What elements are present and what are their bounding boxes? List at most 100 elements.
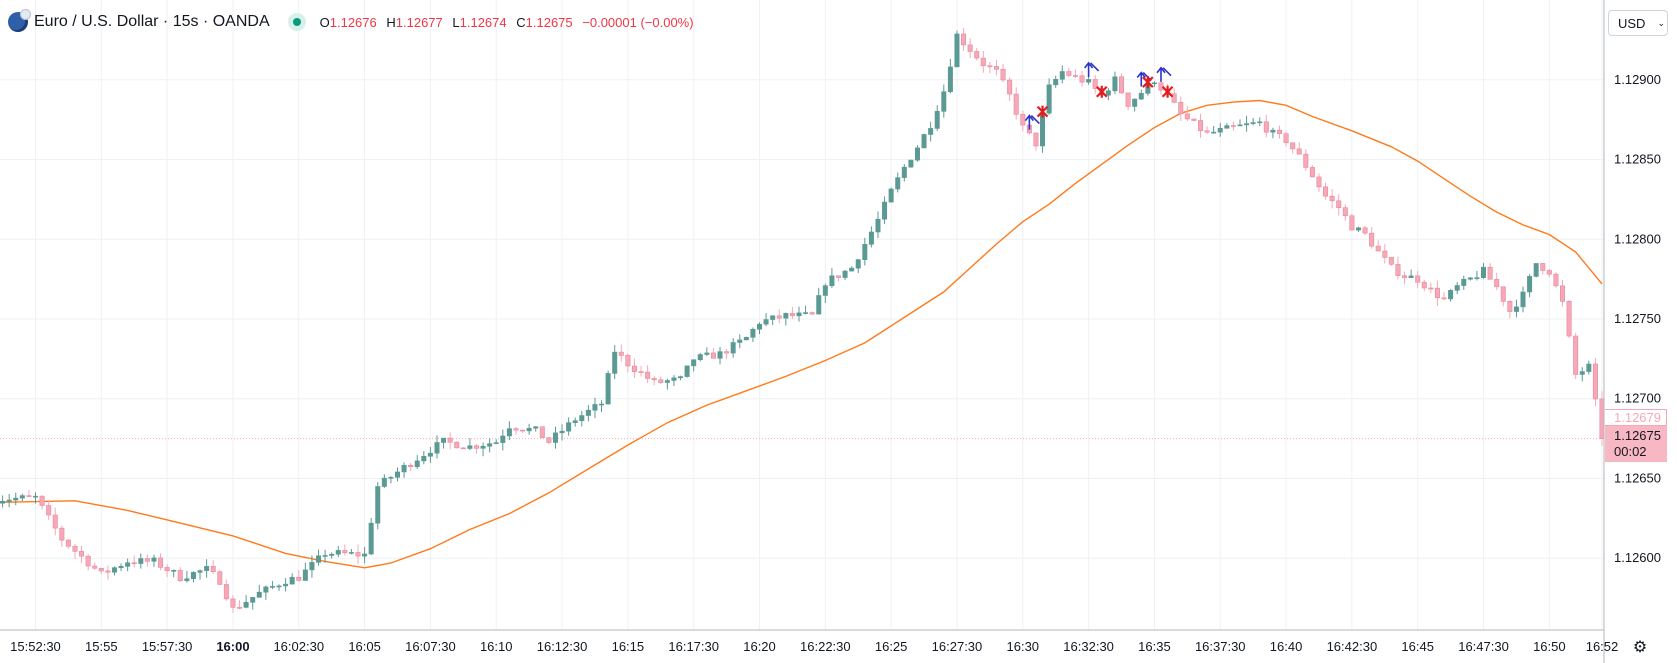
up-arrow-stroke <box>1156 66 1166 82</box>
candle-body <box>947 66 953 93</box>
candle-body <box>566 422 572 432</box>
candle-body <box>526 427 532 432</box>
bar-countdown: 00:02 <box>1614 444 1647 459</box>
candle-body <box>1178 102 1184 115</box>
gear-icon[interactable]: ⚙ <box>1632 639 1648 656</box>
candle-body <box>691 359 697 367</box>
candle-body <box>355 552 361 557</box>
candle-body <box>888 188 894 203</box>
candle <box>79 545 85 564</box>
candle-body <box>237 607 243 609</box>
candle <box>414 455 420 470</box>
candle-body <box>480 445 486 449</box>
candle-body <box>901 166 907 178</box>
candle-body <box>111 567 117 573</box>
candle <box>1579 367 1585 382</box>
candle <box>882 196 888 225</box>
candle-body <box>85 555 91 567</box>
candle <box>1586 360 1592 375</box>
candle <box>1316 173 1322 192</box>
candle-body <box>1553 273 1559 287</box>
candle-body <box>59 527 65 541</box>
candle-body <box>210 566 216 573</box>
candle <box>684 365 690 378</box>
candle <box>375 482 381 530</box>
candle-body <box>783 313 789 319</box>
candle-body <box>335 550 341 555</box>
x-tick-label: 16:20 <box>743 639 776 654</box>
candle-body <box>1369 232 1375 247</box>
candle-body <box>250 597 256 603</box>
candle-body <box>125 562 131 567</box>
candle <box>987 61 993 74</box>
cross-stroke <box>1161 85 1174 98</box>
candle-body <box>1362 227 1368 234</box>
candle <box>1244 115 1250 132</box>
candle <box>1546 268 1552 278</box>
candle-body <box>190 572 196 580</box>
candle <box>1092 74 1098 94</box>
candle <box>52 507 58 536</box>
candle <box>842 269 848 281</box>
candle <box>928 121 934 142</box>
candle <box>217 569 223 586</box>
candle <box>875 211 881 239</box>
candle <box>717 346 723 365</box>
candle-body <box>724 351 730 354</box>
candle <box>296 569 302 582</box>
candle-body <box>1402 275 1408 279</box>
candle <box>59 525 65 547</box>
candle-body <box>1224 125 1230 129</box>
candle <box>1046 78 1052 115</box>
currency-selector[interactable]: USD ⌄ <box>1608 10 1668 36</box>
candle-body <box>131 562 137 565</box>
candle-body <box>13 497 19 501</box>
candle <box>1573 332 1579 380</box>
candle <box>1408 269 1414 279</box>
candle-body <box>296 576 302 581</box>
candle <box>1494 272 1500 291</box>
candle <box>460 447 466 450</box>
candle <box>1487 263 1493 280</box>
candle-body <box>1053 78 1059 86</box>
grid-lines <box>0 0 1604 630</box>
x-tick-label: 16:50 <box>1533 639 1566 654</box>
candle <box>638 365 644 377</box>
candle <box>487 438 493 453</box>
candle-body <box>1500 286 1506 302</box>
candle <box>710 347 716 359</box>
candle <box>967 38 973 58</box>
candle-body <box>862 243 868 260</box>
candle <box>322 549 328 563</box>
candle <box>506 421 512 441</box>
candle <box>250 597 256 610</box>
candle <box>1323 182 1329 200</box>
x-tick-label: 16:25 <box>875 639 908 654</box>
candle <box>184 570 190 583</box>
candle <box>1395 256 1401 280</box>
candle-body <box>1323 186 1329 197</box>
candle <box>0 495 6 508</box>
candle-body <box>816 295 822 315</box>
candle-body <box>1316 176 1322 188</box>
open-value: 1.12676 <box>329 14 377 30</box>
candle-body <box>1257 121 1263 124</box>
candle <box>862 237 868 266</box>
candle <box>1132 98 1138 112</box>
candle <box>348 549 354 555</box>
y-tick-label: 1.12750 <box>1614 311 1661 326</box>
up-arrow-stroke <box>1136 71 1146 87</box>
symbol-title[interactable]: Euro / U.S. Dollar · 15s · OANDA <box>34 13 270 30</box>
candle-body <box>1013 93 1019 115</box>
candle <box>1237 119 1243 127</box>
candle <box>381 474 387 488</box>
candle <box>934 105 940 131</box>
x-tick-label: 16:15 <box>612 639 645 654</box>
candle <box>1454 282 1460 295</box>
x-tick-label: 16:35 <box>1138 639 1171 654</box>
candle-body <box>441 437 447 443</box>
candle-body <box>171 570 177 572</box>
candle-body <box>342 550 348 554</box>
candle <box>809 311 815 316</box>
